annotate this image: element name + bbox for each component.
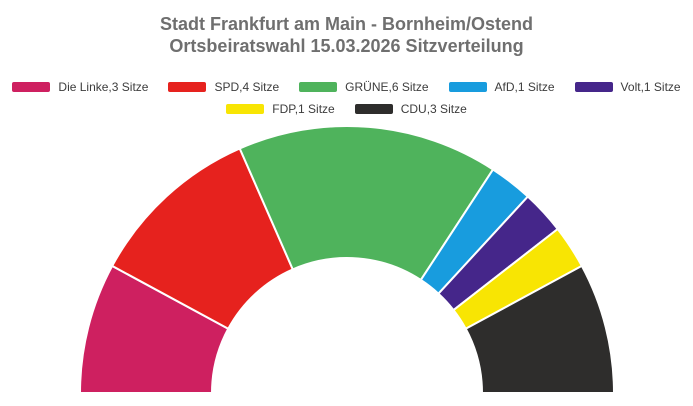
legend-item-die-linke[interactable]: Die Linke,3 Sitze bbox=[12, 80, 148, 94]
legend-item-volt[interactable]: Volt,1 Sitze bbox=[574, 80, 681, 94]
legend-item-afd[interactable]: AfD,1 Sitze bbox=[448, 80, 555, 94]
legend-color-swatch bbox=[226, 104, 265, 114]
legend-item-gr-ne[interactable]: GRÜNE,6 Sitze bbox=[299, 80, 429, 94]
legend-label: GRÜNE,6 Sitze bbox=[345, 80, 429, 94]
chart-title-line2: Ortsbeiratswahl 15.03.2026 Sitzverteilun… bbox=[169, 36, 524, 56]
legend-color-swatch bbox=[448, 82, 487, 92]
legend-label: FDP,1 Sitze bbox=[272, 102, 335, 116]
legend-label: Volt,1 Sitze bbox=[620, 80, 681, 94]
legend-label: AfD,1 Sitze bbox=[494, 80, 555, 94]
legend-item-spd[interactable]: SPD,4 Sitze bbox=[168, 80, 279, 94]
legend-color-swatch bbox=[354, 104, 393, 114]
donut-slice-cdu[interactable] bbox=[464, 264, 616, 394]
chart-legend: Die Linke,3 Sitze SPD,4 Sitze GRÜNE,6 Sitz… bbox=[0, 80, 693, 116]
legend-label: CDU,3 Sitze bbox=[400, 102, 467, 116]
legend-item-cdu[interactable]: CDU,3 Sitze bbox=[354, 102, 467, 116]
chart-title-line1: Stadt Frankfurt am Main - Bornheim/Osten… bbox=[159, 14, 534, 34]
seat-distribution-half-donut-chart bbox=[78, 125, 616, 394]
legend-row: Die Linke,3 Sitze SPD,4 Sitze GRÜNE,6 Sitz… bbox=[0, 80, 693, 94]
legend-label: Die Linke,3 Sitze bbox=[58, 80, 149, 94]
legend-item-fdp[interactable]: FDP,1 Sitze bbox=[226, 102, 335, 116]
chart-title: Stadt Frankfurt am Main - Bornheim/Osten… bbox=[0, 13, 693, 57]
legend-label: SPD,4 Sitze bbox=[214, 80, 280, 94]
legend-color-swatch bbox=[299, 82, 338, 92]
legend-color-swatch bbox=[168, 82, 207, 92]
legend-color-swatch bbox=[574, 82, 613, 92]
donut-slice-gr-ne[interactable] bbox=[238, 125, 495, 282]
legend-row: FDP,1 Sitze CDU,3 Sitze bbox=[0, 102, 693, 116]
legend-color-swatch bbox=[12, 82, 51, 92]
